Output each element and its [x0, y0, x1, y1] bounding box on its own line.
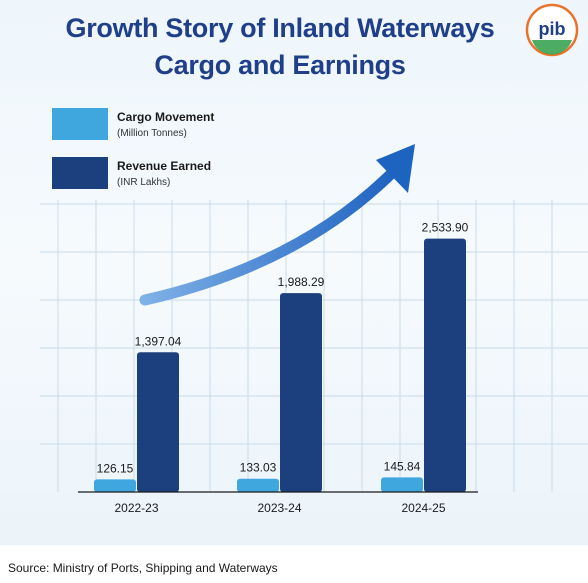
source-note: Source: Ministry of Ports, Shipping and …	[0, 545, 588, 583]
legend-label-cargo: Cargo Movement	[117, 110, 215, 124]
bar-cargo-2024-25	[381, 477, 423, 492]
x-tick-labels: 2022-23 2023-24 2024-25	[114, 501, 445, 515]
x-tick-label-2024-25: 2024-25	[401, 501, 445, 515]
x-tick-label-2023-24: 2023-24	[257, 501, 301, 515]
data-label-revenue-2022-23: 1,397.04	[135, 334, 182, 348]
chart-title: Growth Story of Inland Waterways Cargo a…	[0, 10, 560, 84]
data-label-cargo-2023-24: 133.03	[240, 461, 277, 475]
bar-cargo-2022-23	[94, 479, 136, 492]
bar-revenue-2022-23	[137, 352, 179, 492]
growth-arrow-head	[376, 144, 415, 193]
growth-arrow-shaft	[139, 164, 401, 306]
bar-chart: 126.15 1,397.04 133.03 1,988.29 145.84 2,533.…	[40, 144, 588, 515]
bars-layer: 126.15 1,397.04 133.03 1,988.29 145.84 2,533.…	[94, 221, 469, 492]
data-label-cargo-2022-23: 126.15	[97, 461, 134, 475]
legend-label-revenue: Revenue Earned	[117, 159, 212, 173]
pib-logo-text: pib	[539, 19, 566, 39]
data-label-revenue-2023-24: 1,988.29	[278, 275, 325, 289]
bar-cargo-2023-24	[237, 478, 279, 492]
bar-revenue-2023-24	[280, 293, 322, 492]
data-label-cargo-2024-25: 145.84	[384, 459, 421, 473]
pib-logo-icon: pib	[525, 3, 579, 57]
chart-title-line-2: Cargo and Earnings	[154, 50, 406, 80]
data-label-revenue-2024-25: 2,533.90	[422, 221, 469, 235]
chart-title-line-1: Growth Story of Inland Waterways	[65, 13, 495, 43]
legend-swatch-revenue	[52, 157, 108, 189]
bar-revenue-2024-25	[424, 238, 466, 492]
legend-unit-revenue: (INR Lakhs)	[117, 177, 171, 188]
legend-unit-cargo: (Million Tonnes)	[117, 128, 187, 139]
legend-swatch-cargo	[52, 108, 108, 140]
x-tick-label-2022-23: 2022-23	[114, 501, 158, 515]
